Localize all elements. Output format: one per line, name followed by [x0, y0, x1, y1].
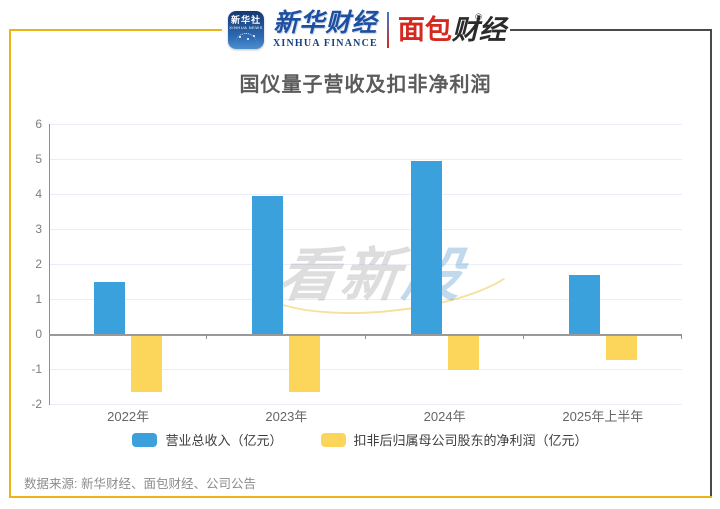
category-tick [522, 334, 524, 339]
revenue-legend-label: 营业总收入（亿元） [165, 433, 283, 448]
y-tick-label: 0 [35, 327, 42, 341]
bread-finance-logo: 面包财经 ® [397, 12, 506, 45]
x-tick-label: 2023年 [265, 409, 308, 424]
legend: 营业总收入（亿元） 扣非后归属母公司股东的净利润（亿元） [0, 430, 720, 449]
frame-top-right-line [500, 29, 712, 31]
y-tick-label: 5 [35, 152, 42, 166]
y-tick-label: -2 [31, 397, 42, 411]
gridline [49, 369, 682, 370]
y-tick-label: -1 [31, 362, 42, 376]
watermark-text-gray: 看新 [274, 243, 408, 308]
net-profit-bar [447, 334, 479, 371]
gridline [49, 299, 682, 300]
y-tick-label: 2 [35, 257, 42, 271]
revenue-bar [410, 160, 442, 334]
plot-area [49, 124, 682, 405]
frame-top-left-line [9, 29, 222, 31]
xinhua-finance-cn: 新华财经 [273, 9, 378, 37]
frame-left-line [9, 29, 11, 498]
gridline [49, 404, 682, 405]
y-tick-label: 4 [35, 187, 42, 201]
revenue-bar [252, 195, 284, 334]
xinhua-news-app-icon: 新华社 XINHUA NEWS [228, 11, 264, 49]
xinhua-finance-logo: 新华财经 XINHUA FINANCE [273, 11, 378, 49]
gridline [49, 229, 682, 230]
zero-line [49, 334, 682, 336]
y-tick-label: 3 [35, 222, 42, 236]
y-axis-line [49, 124, 50, 405]
header-logos: 新华社 XINHUA NEWS 新华财经 XINHUA FINANCE 面包财经… [224, 5, 510, 55]
category-tick [206, 334, 208, 339]
net-profit-bar [605, 334, 637, 361]
gridline [49, 194, 682, 195]
x-tick-label: 2022年 [107, 409, 150, 424]
gridline [49, 124, 682, 125]
revenue-swatch [132, 432, 158, 447]
x-tick-label: 2024年 [423, 409, 466, 424]
logo-divider [386, 12, 389, 48]
bread-finance-cn-red: 面包 [397, 14, 452, 45]
frame-right-line [710, 29, 712, 498]
gridline [49, 264, 682, 265]
chart-title: 国仪量子营收及扣非净利润 [239, 74, 492, 96]
source-note: 数据来源: 新华财经、面包财经、公司公告 [24, 477, 256, 491]
y-tick-label: 1 [35, 292, 42, 306]
revenue-bar [94, 281, 126, 334]
net-profit-bar [289, 334, 321, 393]
category-tick [364, 334, 366, 339]
legend-item-net-profit: 扣非后归属母公司股东的净利润（亿元） [320, 430, 588, 449]
gridline [49, 159, 682, 160]
registered-mark: ® [475, 11, 482, 22]
frame-bottom-line [9, 496, 712, 498]
category-tick [681, 334, 682, 339]
y-tick-label: 6 [35, 117, 42, 131]
xinhua-news-badge-en: XINHUA NEWS [229, 25, 263, 30]
bread-finance-cn-dark: 财经 [451, 14, 506, 45]
revenue-bar [568, 274, 600, 334]
legend-item-revenue: 营业总收入（亿元） [132, 430, 283, 449]
x-tick-label: 2025年上半年 [562, 409, 644, 424]
xinhua-finance-en: XINHUA FINANCE [273, 38, 378, 49]
net-profit-bar [131, 334, 163, 392]
watermark: 看新股 [274, 228, 472, 312]
net-profit-legend-label: 扣非后归属母公司股东的净利润（亿元） [353, 433, 588, 448]
net-profit-swatch [320, 432, 346, 447]
xinhua-news-badge-cn: 新华社 [230, 15, 261, 25]
globe-icon [235, 33, 257, 44]
